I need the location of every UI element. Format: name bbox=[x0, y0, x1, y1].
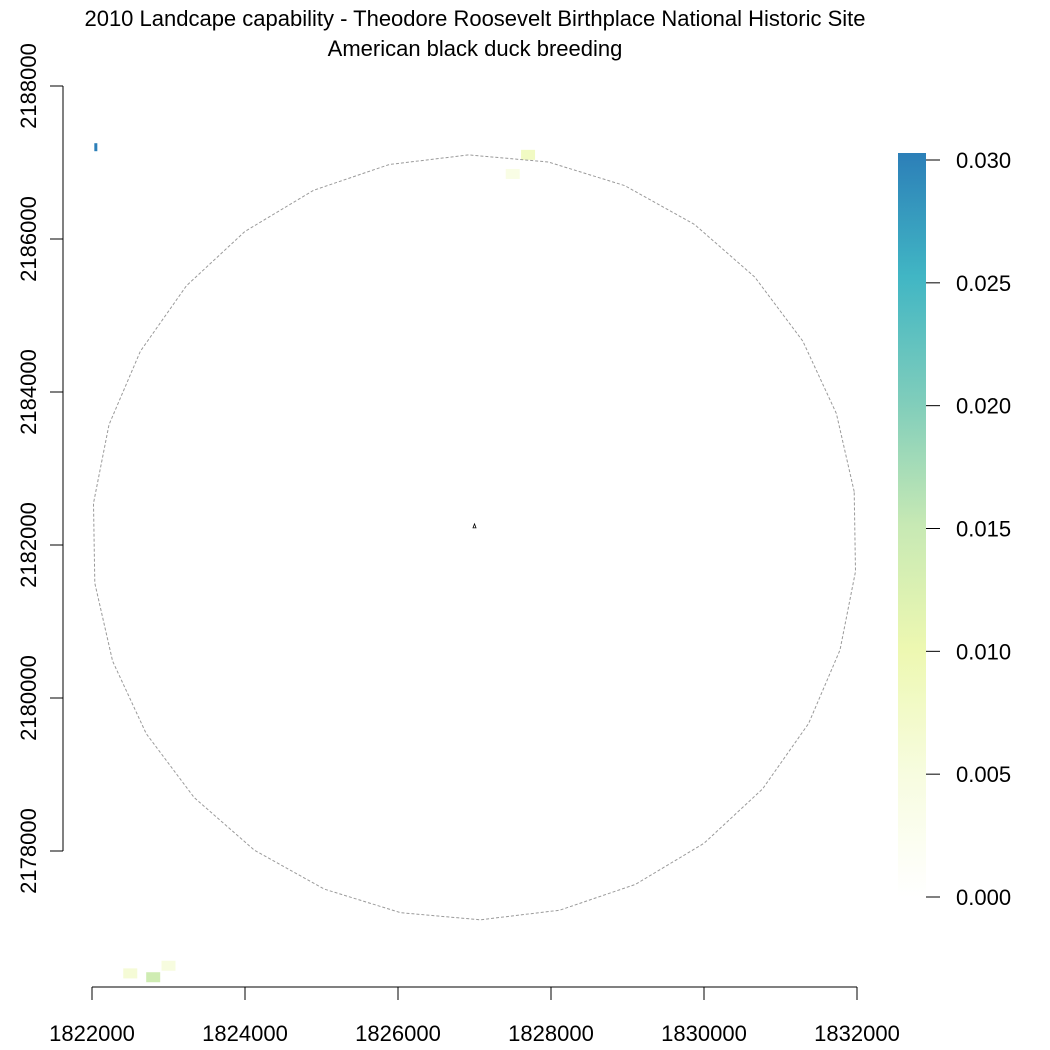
x-tick-label: 1828000 bbox=[508, 1021, 594, 1046]
legend-tick-label: 0.025 bbox=[956, 271, 1011, 296]
site-marker-layer bbox=[472, 522, 477, 529]
y-tick-label: 2184000 bbox=[16, 349, 41, 435]
buffer-circle bbox=[92, 154, 857, 921]
color-legend: 0.000 0.005 0.010 0.015 0.020 0.025 0.030 bbox=[898, 148, 1011, 910]
x-axis: 1822000 1824000 1826000 1828000 1830000 18320… bbox=[49, 986, 900, 1046]
y-axis: 2178000 2180000 2182000 2184000 2186000 21880… bbox=[16, 43, 64, 894]
x-tick-label: 1824000 bbox=[202, 1021, 288, 1046]
y-tick-label: 2180000 bbox=[16, 655, 41, 741]
buffer-circle-layer bbox=[92, 154, 857, 921]
legend-tick-label: 0.005 bbox=[956, 762, 1011, 787]
map-title: 2010 Landcape capability - Theodore Roos… bbox=[84, 6, 866, 31]
legend-tick-label: 0.030 bbox=[956, 148, 1011, 173]
legend-tick-label: 0.015 bbox=[956, 517, 1011, 542]
raster-patches bbox=[94, 143, 536, 983]
x-tick-label: 1830000 bbox=[661, 1021, 747, 1046]
raster-cell bbox=[123, 968, 138, 979]
raster-cell bbox=[505, 168, 520, 179]
raster-cell bbox=[146, 972, 161, 983]
x-tick-label: 1832000 bbox=[814, 1021, 900, 1046]
y-tick-label: 2186000 bbox=[16, 196, 41, 282]
y-tick-label: 2188000 bbox=[16, 43, 41, 129]
legend-tick-label: 0.000 bbox=[956, 885, 1011, 910]
x-tick-label: 1826000 bbox=[355, 1021, 441, 1046]
legend-tick-label: 0.010 bbox=[956, 639, 1011, 664]
y-tick-label: 2178000 bbox=[16, 808, 41, 894]
site-boundary-marker bbox=[472, 522, 477, 529]
raster-cell bbox=[94, 143, 98, 152]
map-subtitle: American black duck breeding bbox=[327, 36, 623, 61]
legend-color-bar bbox=[898, 153, 926, 897]
legend-tick-label: 0.020 bbox=[956, 394, 1011, 419]
y-tick-label: 2182000 bbox=[16, 502, 41, 588]
x-tick-label: 1822000 bbox=[49, 1021, 135, 1046]
raster-cell bbox=[521, 149, 536, 160]
raster-cell bbox=[161, 960, 176, 971]
